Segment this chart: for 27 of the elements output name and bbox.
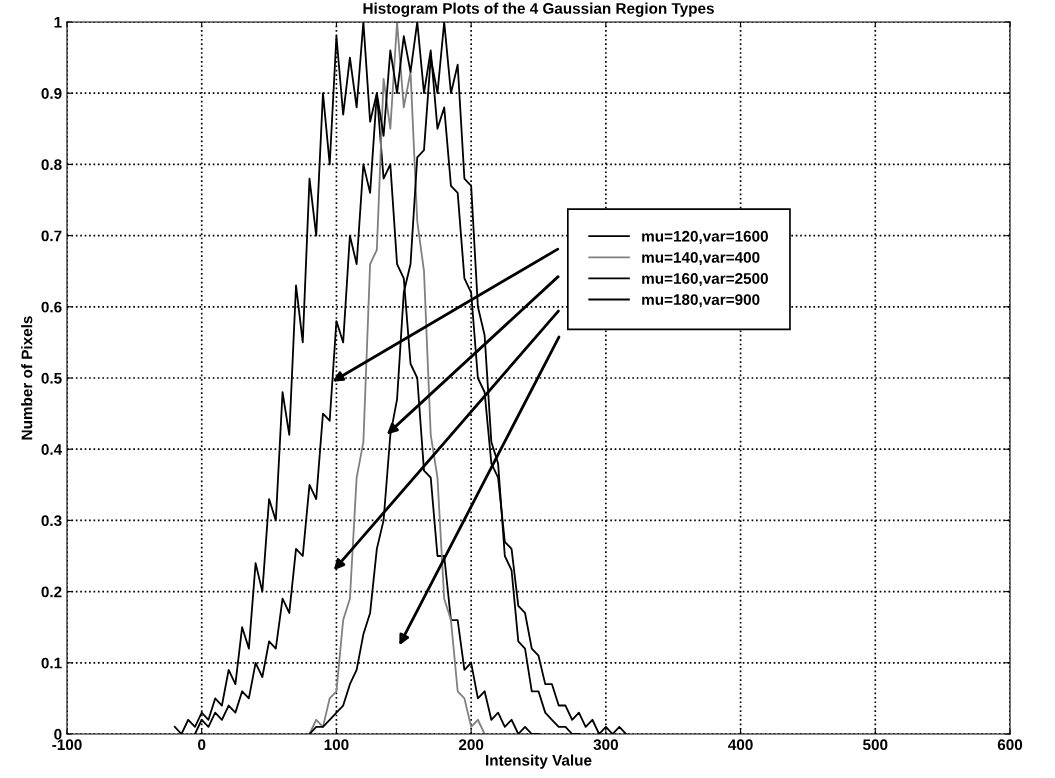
y-tick-label: 0.1 bbox=[41, 657, 62, 669]
y-axis-title: Number of Pixels bbox=[21, 316, 33, 440]
x-tick-label: -100 bbox=[52, 739, 82, 751]
y-tick-label: 0.6 bbox=[41, 301, 62, 313]
legend-label: mu=180,var=900 bbox=[642, 294, 760, 308]
x-tick-label: 200 bbox=[458, 739, 484, 751]
chart-title: Histogram Plots of the 4 Gaussian Region Types bbox=[363, 2, 714, 17]
y-tick-label: 0.9 bbox=[41, 88, 62, 99]
legend-label: mu=140,var=400 bbox=[642, 251, 760, 266]
x-axis-title: Intensity Value bbox=[486, 754, 592, 769]
y-tick-label: 0.7 bbox=[41, 230, 62, 242]
y-tick-label: 0.8 bbox=[41, 159, 62, 171]
x-tick-label: 600 bbox=[997, 739, 1023, 751]
x-tick-label: 500 bbox=[863, 739, 888, 751]
legend-label: mu=120,var=1600 bbox=[642, 230, 768, 244]
y-tick-label: 0.3 bbox=[41, 515, 62, 527]
legend-label: mu=160,var=2500 bbox=[642, 273, 768, 287]
y-tick-label: 0.2 bbox=[41, 586, 62, 598]
y-tick-label: 0.5 bbox=[41, 372, 62, 384]
x-tick-label: 400 bbox=[728, 739, 753, 751]
x-tick-label: 0 bbox=[198, 739, 206, 751]
y-tick-label: 0 bbox=[54, 728, 62, 740]
y-tick-label: 0.4 bbox=[41, 444, 63, 455]
x-tick-label: 100 bbox=[324, 739, 349, 751]
line-series bbox=[308, 22, 486, 734]
x-tick-label: 300 bbox=[593, 739, 618, 751]
y-tick-label: 1 bbox=[54, 17, 62, 28]
